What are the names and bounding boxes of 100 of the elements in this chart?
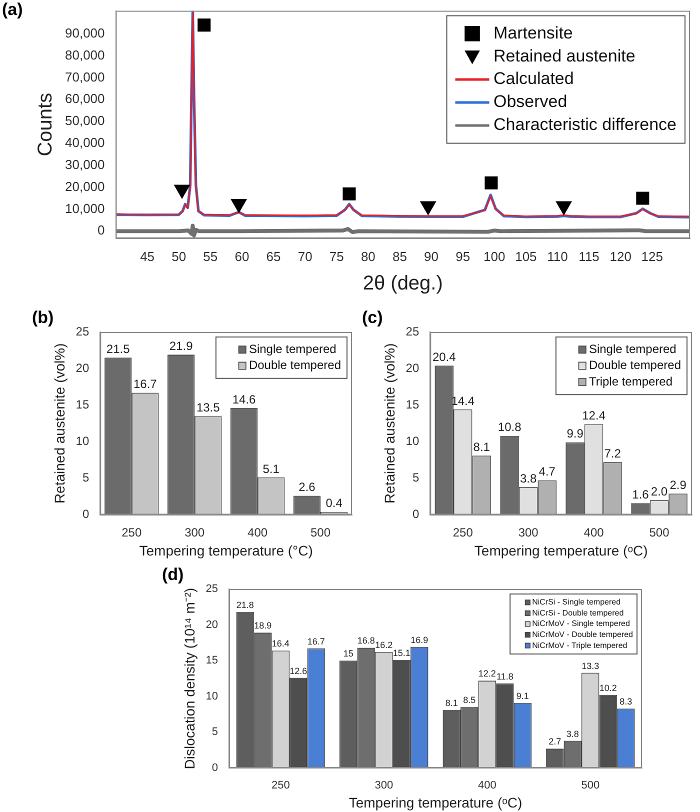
legend-label: Double tempered: [248, 358, 342, 372]
data-label: 14.6: [232, 392, 256, 406]
x-axis-title: Tempering temperature (ᵒC): [348, 794, 522, 810]
data-label: 4.7: [538, 464, 556, 479]
data-label: 16.9: [410, 634, 428, 645]
x-tick-label: 300: [184, 525, 205, 540]
x-axis-title: Tempering temperature (ᵒC): [474, 542, 648, 558]
x-axis-title: 2θ (deg.): [362, 272, 443, 295]
y-tick-label: 20: [406, 360, 420, 375]
x-tick-label: 400: [478, 780, 496, 792]
chart-title: (a): [2, 0, 23, 20]
data-label: 10.2: [599, 682, 617, 693]
data-label: 13.3: [582, 660, 600, 671]
y-tick-label: 60,000: [64, 91, 105, 106]
y-tick-label: 25: [406, 324, 420, 338]
data-label: 3.8: [520, 471, 538, 486]
x-tick-label: 70: [298, 248, 312, 264]
data-label: 8.1: [473, 440, 490, 454]
data-label: 9.9: [566, 426, 584, 441]
y-tick-label: 40,000: [64, 135, 105, 150]
data-label: 16.2: [375, 640, 393, 650]
data-label: 11.8: [496, 671, 514, 682]
legend-label: Retained austenite: [494, 46, 636, 66]
y-tick-label: 5: [82, 470, 90, 485]
y-tick-label: 15: [76, 397, 90, 412]
legend-label: Triple tempered: [588, 374, 673, 388]
legend-label: NiCrMoV - Double tempered: [532, 630, 634, 640]
x-tick-label: 120: [610, 248, 632, 264]
chart-title: (c): [362, 308, 383, 328]
y-tick-label: 20,000: [64, 178, 105, 194]
y-tick-label: 10: [406, 434, 420, 448]
y-tick-label: 50,000: [64, 113, 105, 128]
data-label: 0.4: [326, 496, 343, 510]
y-tick-label: 10: [76, 434, 90, 448]
data-label: 2.7: [548, 736, 562, 747]
y-tick-label: 5: [412, 470, 420, 485]
x-tick-label: 400: [584, 525, 604, 540]
x-tick-label: 250: [271, 780, 290, 792]
y-tick-label: 80,000: [64, 47, 105, 62]
x-tick-label: 90: [424, 248, 439, 264]
y-axis-title: Dislocation density (10¹⁴ m⁻²): [181, 588, 198, 770]
data-label: 5.1: [262, 462, 280, 476]
data-label: 2.6: [298, 480, 316, 494]
point: [198, 18, 211, 32]
y-tick-label: 5: [212, 726, 218, 738]
x-tick-label: 80: [360, 248, 376, 264]
y-tick-label: 30,000: [64, 156, 105, 172]
data-label: 2.9: [670, 478, 687, 492]
x-tick-label: 115: [578, 248, 600, 264]
data-label: 16.8: [357, 636, 375, 646]
y-axis-title: Retained austenite (vol%): [381, 343, 398, 504]
y-tick-label: 15: [206, 654, 218, 667]
x-tick-label: 60: [234, 248, 250, 264]
y-axis-title: Counts: [34, 92, 57, 156]
legend-label: Observed: [494, 92, 568, 112]
y-tick-label: 10: [206, 690, 218, 702]
chart-title: (b): [32, 308, 54, 328]
data-label: 18.9: [254, 620, 272, 631]
legend-label: Double tempered: [588, 358, 682, 372]
data-label: 12.6: [290, 666, 308, 676]
data-label: 20.4: [432, 350, 456, 364]
data-label: 21.8: [236, 600, 254, 610]
data-label: 12.4: [582, 408, 606, 422]
y-tick-label: 20: [206, 618, 218, 631]
y-tick-label: 25: [206, 583, 218, 596]
x-tick-label: 85: [392, 248, 407, 264]
data-label: 9.1: [516, 690, 529, 701]
data-label: 15.1: [392, 648, 410, 658]
point: [556, 201, 572, 215]
y-tick-label: 20: [76, 360, 90, 375]
data-label: 16.7: [133, 377, 158, 391]
data-label: 2.0: [650, 484, 668, 498]
x-tick-label: 250: [452, 525, 474, 540]
chart-title: (d): [162, 565, 184, 585]
point: [174, 184, 190, 199]
data-label: 8.5: [463, 695, 476, 706]
legend-label: Calculated: [494, 69, 574, 88]
data-label: 13.5: [196, 400, 220, 414]
x-tick-label: 300: [374, 780, 394, 792]
data-label: 21.5: [106, 342, 130, 356]
point: [420, 201, 436, 215]
legend-label: NiCrMoV - Triple tempered: [532, 640, 628, 650]
data-label: 7.2: [604, 446, 622, 460]
y-tick-label: 0: [98, 222, 105, 238]
legend-label: Single tempered: [588, 342, 676, 356]
y-tick-label: 0: [82, 507, 90, 522]
x-tick-label: 55: [203, 248, 218, 264]
y-tick-label: 0: [412, 507, 420, 522]
legend-label: NiCrSi - Single tempered: [532, 598, 621, 607]
y-tick-label: 0: [212, 762, 218, 774]
x-tick-label: 300: [518, 525, 539, 540]
data-label: 15: [343, 648, 354, 659]
data-label: 1.6: [632, 487, 650, 502]
data-label: 12.2: [478, 668, 496, 679]
legend-label: NiCrMoV - Single tempered: [532, 619, 630, 628]
y-tick-label: 10,000: [64, 200, 105, 216]
y-tick-label: 15: [406, 397, 420, 412]
legend-label: Martensite: [494, 23, 573, 42]
point: [230, 199, 247, 213]
x-tick-label: 110: [547, 248, 568, 264]
